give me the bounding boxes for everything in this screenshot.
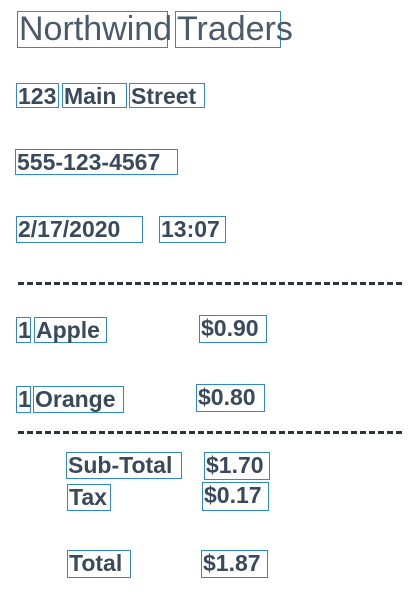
divider	[18, 431, 402, 434]
receipt-date: 2/17/2020	[16, 216, 143, 243]
address-word: Street	[129, 83, 205, 108]
subtotal-value: $1.70	[204, 452, 270, 480]
tax-value: $0.17	[202, 482, 269, 511]
tax-label: Tax	[67, 484, 111, 511]
item-price: $0.90	[199, 315, 267, 343]
divider	[18, 282, 402, 285]
total-label: Total	[67, 550, 131, 578]
address-word: Main	[62, 83, 127, 108]
item-name: Apple	[34, 317, 107, 343]
item-name: Orange	[33, 386, 124, 413]
item-price: $0.80	[196, 384, 265, 412]
address-word: 123	[16, 83, 59, 108]
total-value: $1.87	[201, 550, 268, 578]
item-qty: 1	[16, 317, 31, 343]
subtotal-label: Sub-Total	[66, 452, 182, 479]
store-name-word: Northwind	[17, 10, 173, 48]
store-name-word: Traders	[175, 10, 293, 48]
phone-number: 555-123-4567	[15, 149, 178, 175]
item-qty: 1	[16, 386, 31, 413]
receipt-time: 13:07	[159, 216, 226, 243]
